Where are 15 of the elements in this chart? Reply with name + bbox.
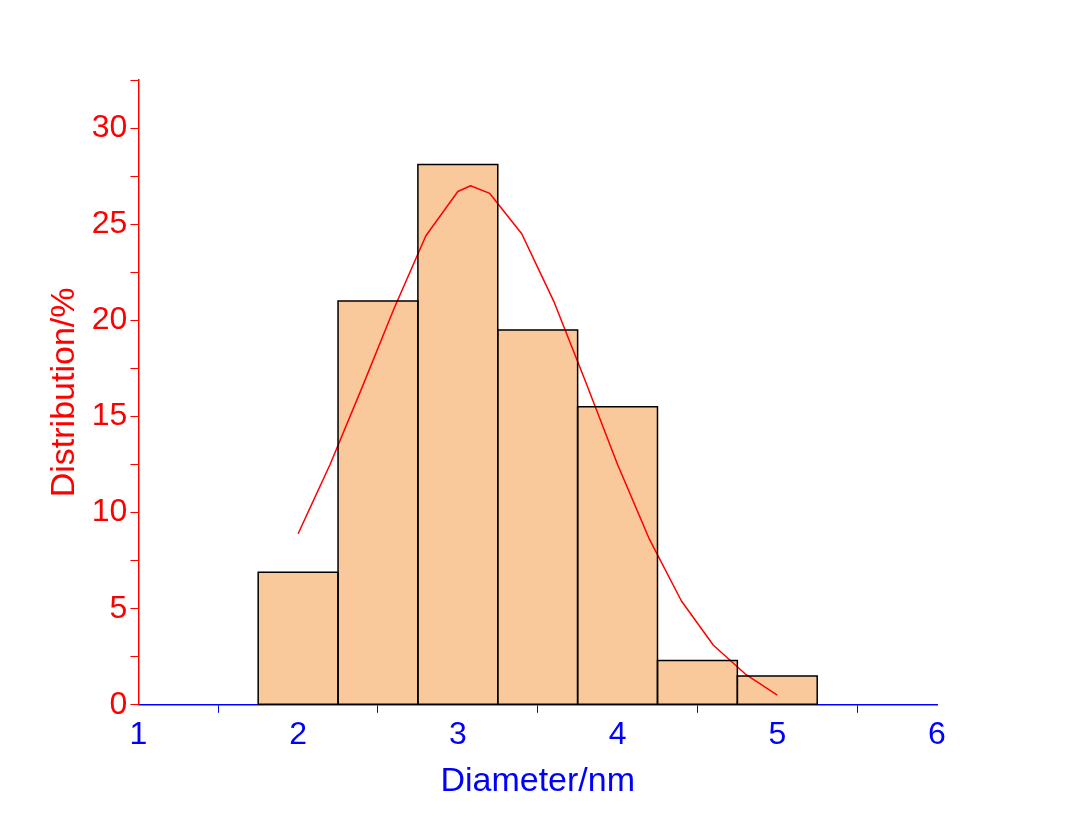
y-tick-label: 30 [91, 107, 128, 144]
x-tick-label: 2 [289, 714, 308, 751]
y-tick-label: 15 [91, 396, 128, 433]
y-tick-label: 25 [91, 204, 128, 241]
y-tick-label: 5 [109, 588, 128, 625]
y-tick-label: 20 [91, 300, 128, 337]
x-tick-label: 3 [448, 714, 467, 751]
x-axis-title: Diameter/nm [440, 759, 635, 798]
y-tick-label: 0 [109, 684, 128, 721]
y-tick-label: 10 [91, 492, 128, 529]
x-tick-label: 4 [608, 714, 627, 751]
x-tick-label: 1 [129, 714, 148, 751]
x-tick-label: 6 [928, 714, 946, 751]
y-axis-title: Distribution/% [42, 287, 81, 498]
x-tick-label: 5 [768, 714, 787, 751]
